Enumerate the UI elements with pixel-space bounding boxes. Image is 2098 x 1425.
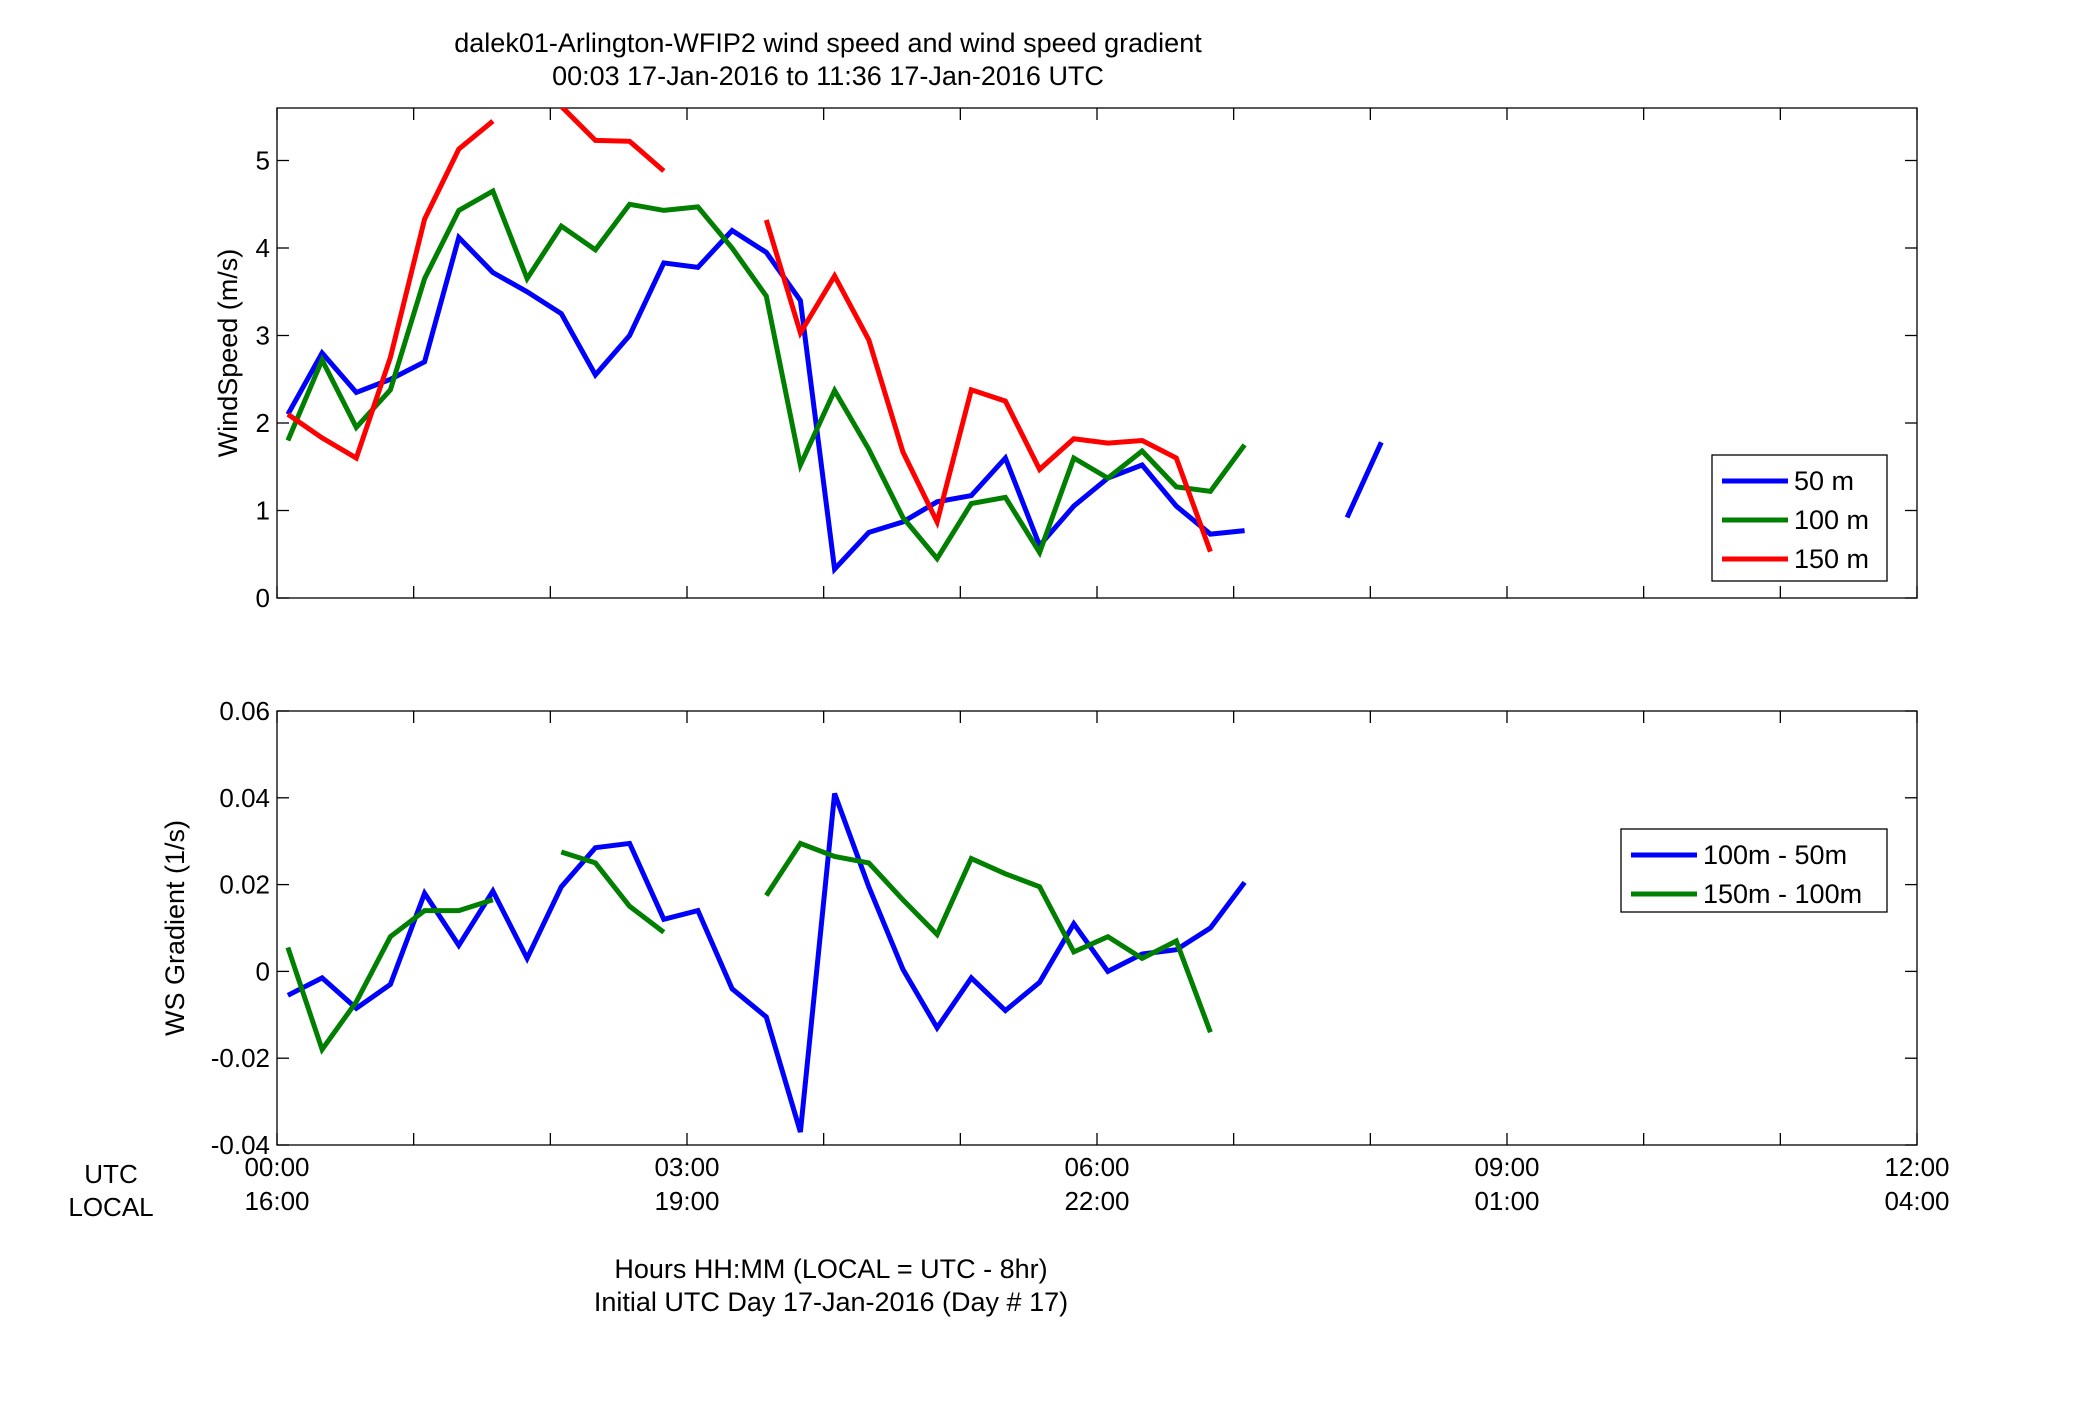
ws-gradient-lines bbox=[285, 792, 1247, 1133]
ws-gradient-panel: -0.04 -0.02 0 0.02 0.04 0.06 WS Gradient (1/s… bbox=[160, 696, 1918, 1160]
x-tick-label-local: 22:00 bbox=[1064, 1186, 1129, 1216]
legend-label-50-m: 50 m bbox=[1794, 466, 1854, 496]
x-tick-label-utc: 00:00 bbox=[244, 1152, 309, 1182]
ws-gradient-y-axis-label: WS Gradient (1/s) bbox=[160, 820, 190, 1036]
y-tick-label: -0.02 bbox=[211, 1043, 270, 1073]
series-line-150-m bbox=[286, 108, 1213, 553]
wind-speed-y-ticks: 0 1 2 3 4 5 bbox=[256, 146, 1917, 613]
series-line-150m-100m bbox=[285, 840, 1213, 1055]
utc-row-label: UTC bbox=[84, 1159, 137, 1189]
y-tick-label: 3 bbox=[256, 321, 270, 351]
y-tick-label: 0.06 bbox=[219, 696, 270, 726]
ws-gradient-legend: 100m - 50m 150m - 100m bbox=[1620, 828, 1888, 913]
x-tick-label-local: 19:00 bbox=[654, 1186, 719, 1216]
x-tick-label-local: 01:00 bbox=[1474, 1186, 1539, 1216]
y-tick-label: 2 bbox=[256, 408, 270, 438]
x-tick-label-local: 16:00 bbox=[244, 1186, 309, 1216]
x-tick-label-utc: 09:00 bbox=[1474, 1152, 1539, 1182]
series-line-100m-50m bbox=[286, 792, 1247, 1133]
ws-gradient-y-ticks: -0.04 -0.02 0 0.02 0.04 0.06 bbox=[211, 696, 1917, 1160]
wind-speed-panel: 0 1 2 3 4 5 WindSpeed (m/s) 50 m 100 m 150 m bbox=[213, 107, 1918, 613]
wind-speed-x-ticks bbox=[276, 108, 1918, 598]
y-tick-label: 0 bbox=[256, 583, 270, 613]
x-tick-label-utc: 03:00 bbox=[654, 1152, 719, 1182]
legend-label-150-m: 150 m bbox=[1794, 544, 1869, 574]
y-tick-label: 0.04 bbox=[219, 783, 270, 813]
y-tick-label: 1 bbox=[256, 496, 270, 526]
y-tick-label: -0.04 bbox=[211, 1130, 270, 1160]
local-row-label: LOCAL bbox=[68, 1192, 153, 1222]
ws-gradient-x-ticks bbox=[276, 711, 1918, 1145]
x-tick-label-utc: 06:00 bbox=[1064, 1152, 1129, 1182]
legend-label-100-m: 100 m bbox=[1794, 505, 1869, 535]
x-axis-label-line1: Hours HH:MM (LOCAL = UTC - 8hr) bbox=[614, 1254, 1047, 1284]
chart-title-line2: 00:03 17-Jan-2016 to 11:36 17-Jan-2016 U… bbox=[552, 61, 1104, 91]
x-tick-label-local: 04:00 bbox=[1884, 1186, 1949, 1216]
ws-gradient-legend-box bbox=[1620, 828, 1888, 913]
wind-speed-plot-area bbox=[276, 107, 1918, 599]
legend-label-100m-50m: 100m - 50m bbox=[1703, 840, 1847, 870]
ws-gradient-plot-area bbox=[276, 710, 1918, 1146]
wind-speed-legend: 50 m 100 m 150 m bbox=[1711, 454, 1888, 582]
legend-label-150m-100m: 150m - 100m bbox=[1703, 879, 1862, 909]
x-tick-label-utc: 12:00 bbox=[1884, 1152, 1949, 1182]
y-tick-label: 0.02 bbox=[219, 870, 270, 900]
y-tick-label: 0 bbox=[256, 956, 270, 986]
x-axis-label-line2: Initial UTC Day 17-Jan-2016 (Day # 17) bbox=[594, 1287, 1068, 1317]
wind-speed-lines bbox=[285, 108, 1384, 575]
y-tick-label: 4 bbox=[256, 233, 270, 263]
series-line-100-m bbox=[285, 187, 1247, 563]
chart-title-line1: dalek01-Arlington-WFIP2 wind speed and w… bbox=[454, 28, 1202, 58]
x-tick-labels: 00:00 16:00 03:00 19:00 06:00 22:00 09:00 01:00… bbox=[244, 1152, 1949, 1216]
y-tick-label: 5 bbox=[256, 146, 270, 176]
series-line-50-m bbox=[285, 227, 1384, 575]
wind-speed-y-axis-label: WindSpeed (m/s) bbox=[213, 249, 243, 458]
